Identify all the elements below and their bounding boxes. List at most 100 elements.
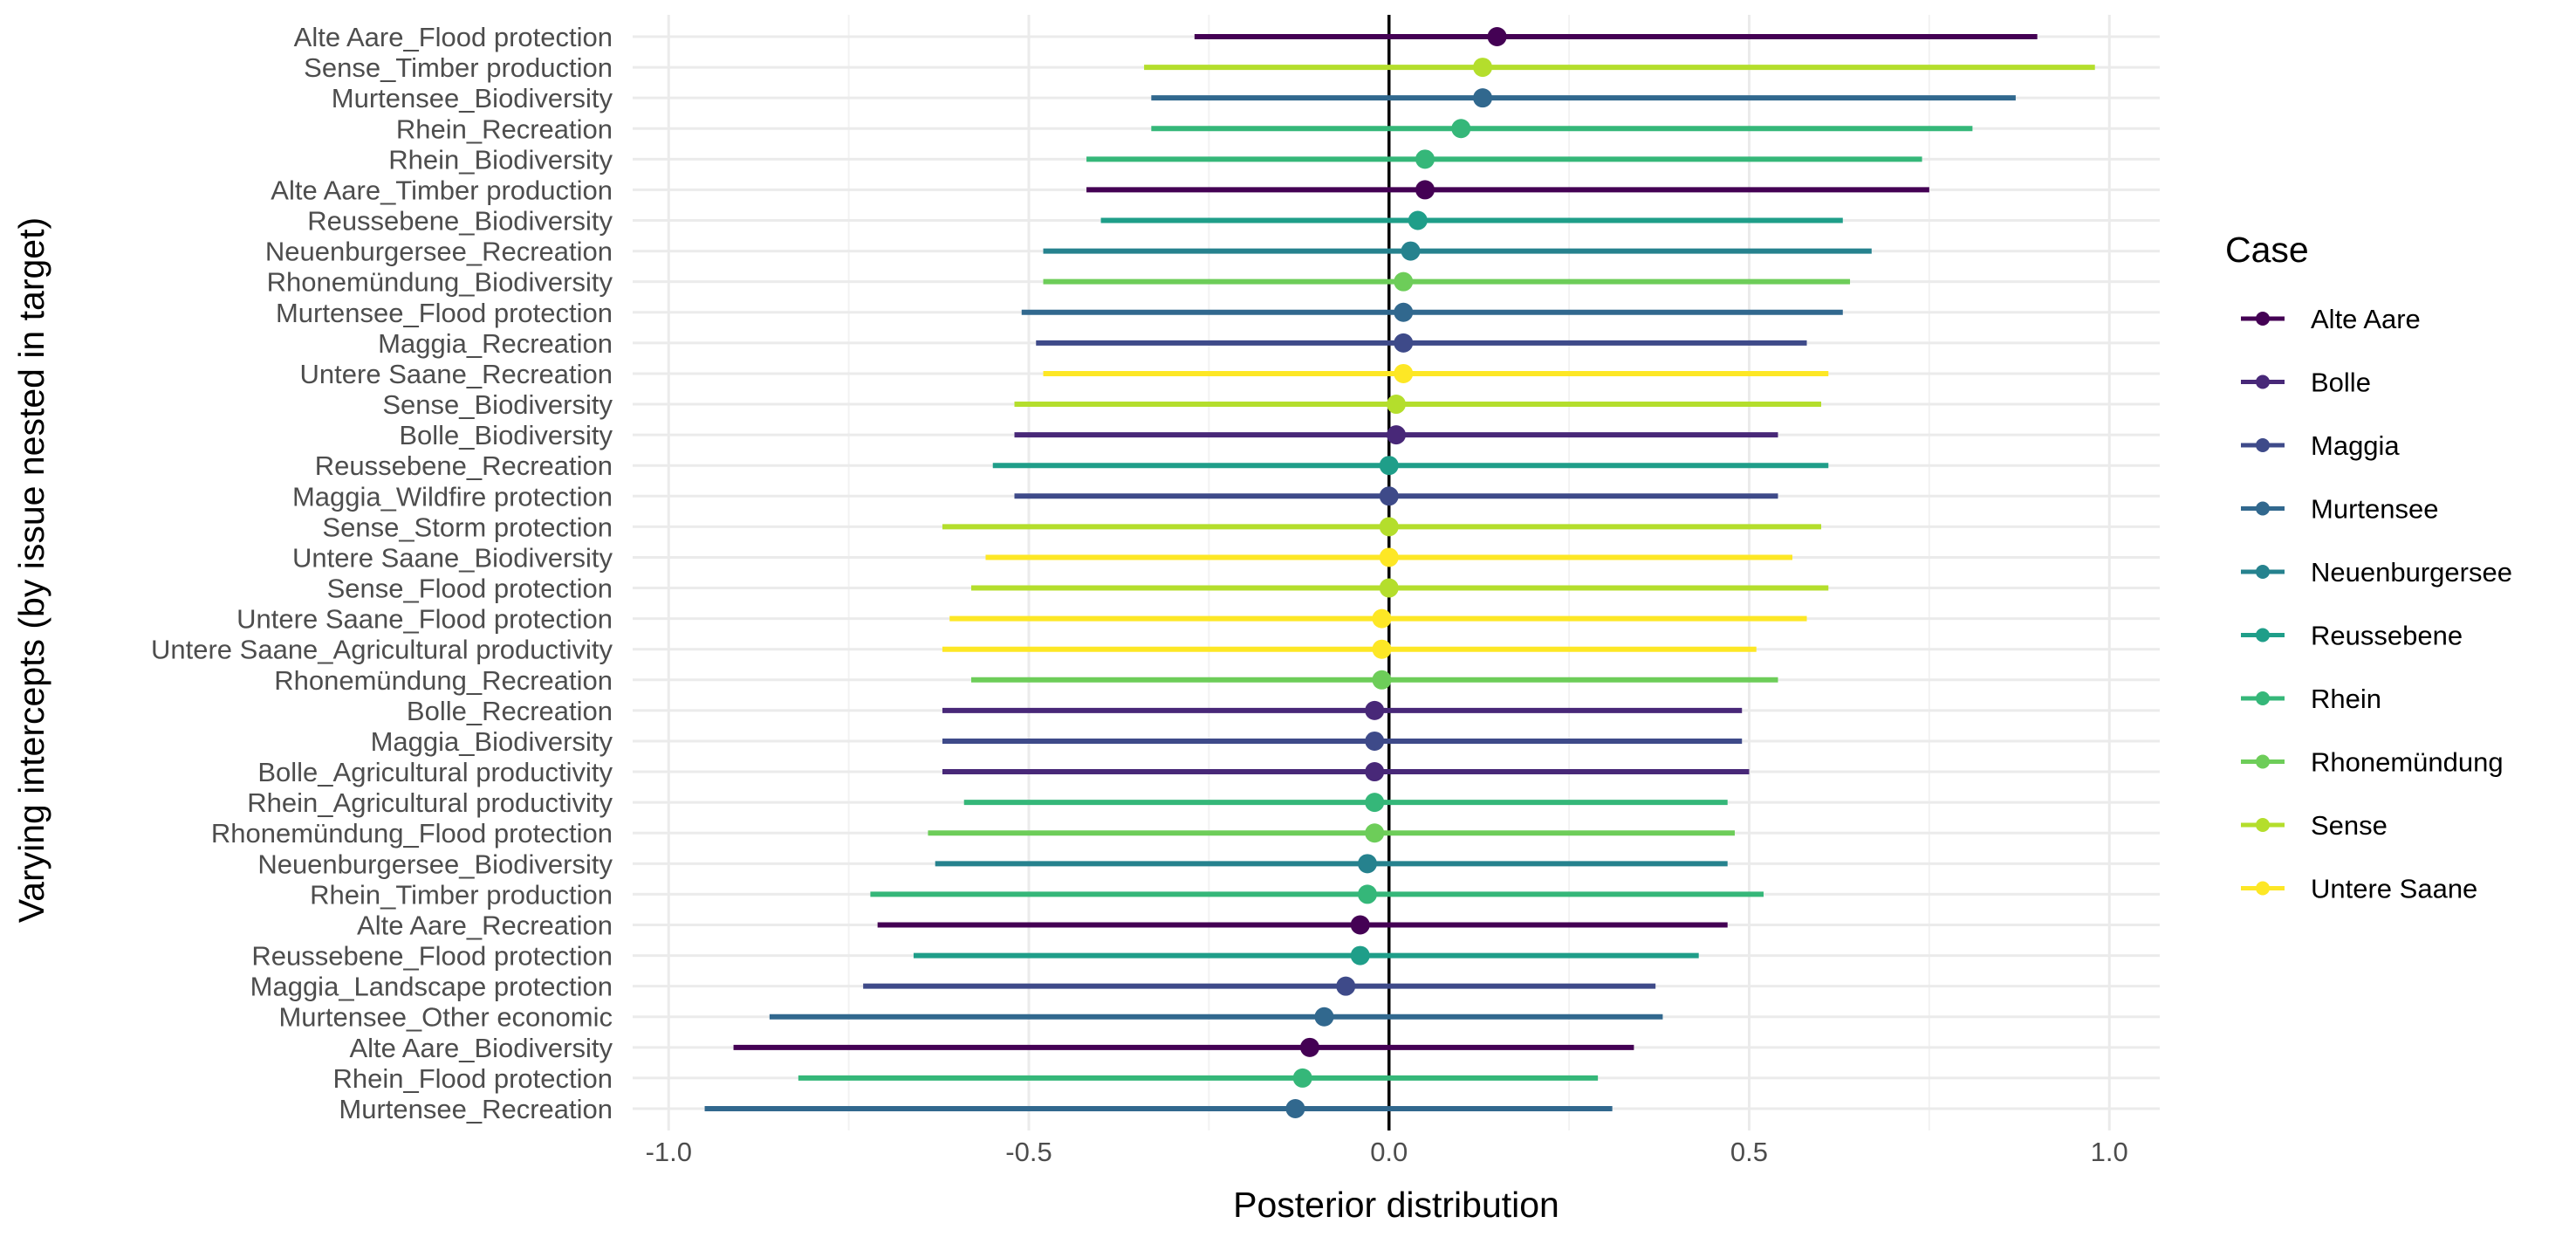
estimate-point bbox=[1415, 180, 1435, 200]
estimate-point bbox=[1357, 854, 1377, 874]
y-tick-label: Maggia_Recreation bbox=[378, 328, 613, 359]
legend-key-point bbox=[2256, 565, 2270, 579]
legend-key-point bbox=[2256, 881, 2270, 896]
legend-key-point bbox=[2256, 818, 2270, 832]
estimate-point bbox=[1350, 915, 1370, 935]
estimate-point bbox=[1299, 1037, 1319, 1057]
y-tick-label: Bolle_Agricultural productivity bbox=[257, 757, 613, 787]
legend-label: Neuenburgersee bbox=[2311, 557, 2512, 588]
y-axis-title: Varying intercepts (by issue nested in t… bbox=[11, 217, 51, 923]
legend-label: Reussebene bbox=[2311, 621, 2463, 651]
y-tick-label: Sense_Flood protection bbox=[327, 574, 613, 604]
y-tick-label: Neuenburgersee_Recreation bbox=[265, 237, 613, 267]
estimate-point bbox=[1365, 823, 1385, 843]
y-tick-label: Murtensee_Flood protection bbox=[276, 298, 613, 328]
estimate-point bbox=[1394, 333, 1414, 353]
x-tick-label: 0.5 bbox=[1730, 1137, 1768, 1167]
estimate-point bbox=[1292, 1068, 1312, 1088]
y-tick-label: Reussebene_Recreation bbox=[315, 450, 613, 481]
y-tick-label: Maggia_Landscape protection bbox=[250, 972, 613, 1002]
x-tick-label: -1.0 bbox=[646, 1137, 692, 1167]
legend: Case Alte Aare Bolle Maggia Murtensee Neuenb… bbox=[2225, 230, 2512, 904]
y-tick-label: Bolle_Biodiversity bbox=[399, 420, 613, 450]
estimate-point bbox=[1372, 639, 1392, 659]
legend-label: Bolle bbox=[2311, 368, 2371, 398]
legend-label: Rhonemündung bbox=[2311, 747, 2504, 778]
legend-title: Case bbox=[2225, 230, 2309, 270]
y-tick-label: Rhein_Recreation bbox=[396, 113, 613, 144]
x-tick-label: -0.5 bbox=[1005, 1137, 1052, 1167]
range-layer bbox=[704, 34, 2095, 1111]
x-tick-labels: -1.0 -0.5 0.0 0.5 1.0 bbox=[646, 1137, 2128, 1167]
y-tick-label: Sense_Timber production bbox=[304, 52, 613, 83]
legend-key-point bbox=[2256, 691, 2270, 705]
y-tick-label: Rhonemündung_Biodiversity bbox=[267, 267, 613, 298]
legend-key-point bbox=[2256, 375, 2270, 389]
y-tick-label: Neuenburgersee_Biodiversity bbox=[257, 849, 613, 879]
y-tick-label: Untere Saane_Biodiversity bbox=[292, 542, 613, 573]
estimate-point bbox=[1473, 88, 1493, 108]
estimate-point bbox=[1365, 700, 1385, 720]
estimate-point bbox=[1285, 1099, 1305, 1118]
y-tick-label: Bolle_Recreation bbox=[407, 696, 613, 726]
y-tick-label: Untere Saane_Agricultural productivity bbox=[151, 635, 613, 665]
y-tick-label: Untere Saane_Flood protection bbox=[236, 604, 613, 635]
y-tick-label: Murtensee_Biodiversity bbox=[332, 83, 613, 113]
y-tick-label: Rhein_Timber production bbox=[310, 879, 613, 910]
estimate-point bbox=[1408, 210, 1428, 230]
y-tick-label: Untere Saane_Recreation bbox=[300, 359, 613, 389]
estimate-point bbox=[1473, 58, 1493, 78]
estimate-point bbox=[1357, 884, 1377, 904]
x-tick-label: 1.0 bbox=[2091, 1137, 2128, 1167]
estimate-point bbox=[1394, 363, 1414, 383]
y-tick-label: Maggia_Biodiversity bbox=[371, 726, 613, 757]
estimate-point bbox=[1387, 425, 1406, 445]
estimate-point bbox=[1314, 1007, 1334, 1027]
legend-key-point bbox=[2256, 628, 2270, 643]
y-tick-label: Rhonemündung_Recreation bbox=[274, 665, 613, 696]
legend-key-point bbox=[2256, 501, 2270, 516]
estimate-point bbox=[1350, 945, 1370, 966]
y-tick-label: Rhein_Agricultural productivity bbox=[247, 787, 613, 818]
y-tick-label: Sense_Biodiversity bbox=[382, 389, 613, 420]
estimate-point bbox=[1379, 486, 1399, 506]
legend-label: Rhein bbox=[2311, 684, 2381, 714]
legend-label: Sense bbox=[2311, 810, 2388, 841]
estimate-point bbox=[1372, 670, 1392, 690]
y-tick-label: Alte Aare_Flood protection bbox=[294, 22, 613, 52]
point-layer bbox=[1285, 27, 1507, 1118]
estimate-point bbox=[1336, 976, 1356, 996]
estimate-point bbox=[1401, 241, 1421, 261]
estimate-point bbox=[1365, 762, 1385, 782]
y-tick-label: Reussebene_Biodiversity bbox=[307, 206, 613, 237]
y-tick-label: Murtensee_Recreation bbox=[339, 1094, 613, 1124]
legend-label: Maggia bbox=[2311, 430, 2400, 461]
y-tick-label: Alte Aare_Timber production bbox=[271, 175, 613, 205]
y-tick-label: Alte Aare_Recreation bbox=[357, 910, 613, 940]
y-tick-label: Rhonemündung_Flood protection bbox=[211, 818, 613, 849]
estimate-point bbox=[1394, 271, 1414, 292]
grid-layer bbox=[633, 15, 2160, 1130]
x-axis-title: Posterior distribution bbox=[1233, 1185, 1559, 1225]
legend-label: Murtensee bbox=[2311, 494, 2438, 525]
legend-label: Alte Aare bbox=[2311, 304, 2421, 334]
estimate-point bbox=[1387, 395, 1406, 415]
estimate-point bbox=[1415, 149, 1435, 169]
legend-key-point bbox=[2256, 312, 2270, 326]
y-tick-label: Rhein_Biodiversity bbox=[388, 144, 613, 175]
y-tick-label: Alte Aare_Biodiversity bbox=[349, 1033, 613, 1063]
y-tick-label: Reussebene_Flood protection bbox=[251, 941, 613, 972]
y-tick-label: Rhein_Flood protection bbox=[332, 1063, 613, 1094]
estimate-point bbox=[1487, 27, 1507, 46]
estimate-point bbox=[1372, 608, 1392, 629]
estimate-point bbox=[1451, 119, 1471, 139]
legend-label: Untere Saane bbox=[2311, 874, 2477, 904]
estimate-point bbox=[1379, 547, 1399, 567]
estimate-point bbox=[1394, 302, 1414, 322]
estimate-point bbox=[1379, 578, 1399, 598]
y-tick-label: Sense_Storm protection bbox=[322, 512, 613, 542]
estimate-point bbox=[1365, 793, 1385, 813]
x-tick-label: 0.0 bbox=[1370, 1137, 1408, 1167]
